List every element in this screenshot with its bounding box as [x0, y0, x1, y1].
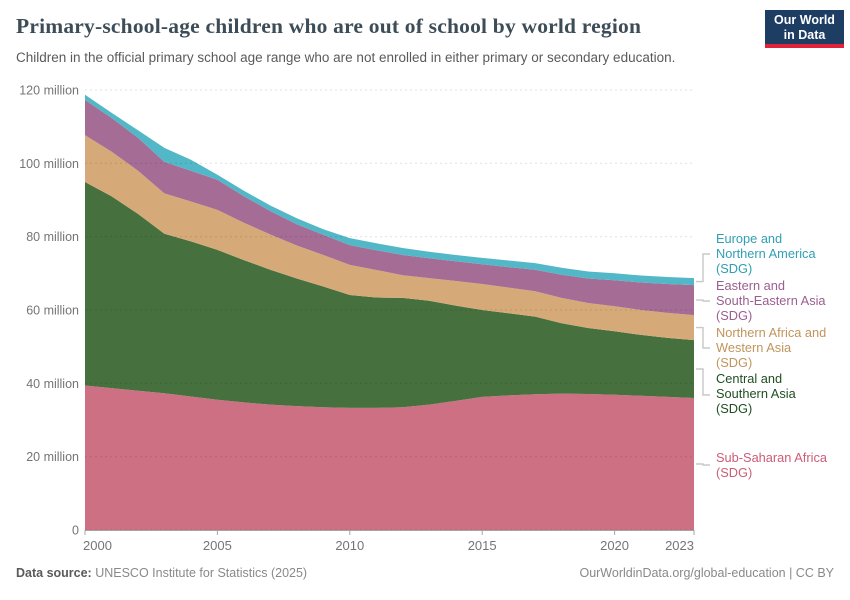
y-tick-label-120: 120 million [19, 84, 79, 98]
area-csa[interactable] [85, 182, 694, 408]
legend-label-esea-line1: Eastern and [716, 278, 785, 293]
legend-label-csa-line1: Central and [716, 371, 782, 386]
area-esea[interactable] [85, 99, 694, 316]
chart-subtitle: Children in the official primary school … [16, 50, 676, 65]
legend-label-ssa-line1: Sub-Saharan Africa [716, 450, 828, 465]
data-source-label: Data source: [16, 566, 92, 580]
y-tick-label-0: 0 [72, 524, 79, 538]
chart-footer: Data source: UNESCO Institute for Statis… [16, 566, 834, 580]
x-tick-label-2023: 2023 [665, 538, 694, 553]
y-tick-label-60: 60 million [26, 304, 79, 318]
legend-label-ena[interactable]: Europe and Northern America (SDG) [716, 231, 816, 276]
x-tick-label-2000: 2000 [83, 538, 112, 553]
page-title: Primary-school-age children who are out … [16, 14, 642, 38]
y-tick-label-40: 40 million [26, 377, 79, 391]
credit-link[interactable]: OurWorldinData.org/global-education | CC… [579, 566, 834, 580]
x-tick-label-2010: 2010 [335, 538, 364, 553]
x-tick-label-2020: 2020 [600, 538, 629, 553]
area-nawa[interactable] [85, 135, 694, 341]
legend-label-nawa-line3: (SDG) [716, 355, 752, 370]
legend-label-ena-line3: (SDG) [716, 261, 752, 276]
legend-label-csa[interactable]: Central and Southern Asia (SDG) [716, 371, 797, 416]
legend-connector-nawa [696, 326, 710, 349]
x-tick-label-2005: 2005 [203, 538, 232, 553]
x-tick-label-2015: 2015 [468, 538, 497, 553]
legend-label-ssa[interactable]: Sub-Saharan Africa (SDG) [716, 450, 828, 480]
data-source: Data source: UNESCO Institute for Statis… [16, 566, 307, 580]
legend-label-nawa-line1: Northern Africa and [716, 325, 826, 340]
legend-connector-esea [696, 299, 710, 302]
legend-label-csa-line2: Southern Asia [716, 386, 797, 401]
y-tick-label-80: 80 million [26, 230, 79, 244]
legend-label-esea[interactable]: Eastern and South-Eastern Asia (SDG) [716, 278, 826, 323]
legend-connector-ssa [696, 463, 710, 466]
owid-logo-line2: in Data [783, 28, 826, 42]
area-ena[interactable] [85, 94, 694, 286]
legend-label-esea-line2: South-Eastern Asia [716, 293, 826, 308]
legend-label-ena-line2: Northern America [716, 246, 816, 261]
owid-logo[interactable]: Our World in Data [765, 10, 844, 48]
legend-label-ssa-line2: (SDG) [716, 465, 752, 480]
legend-label-nawa-line2: Western Asia [716, 340, 792, 355]
legend-connector-csa [696, 368, 710, 396]
legend-label-nawa[interactable]: Northern Africa and Western Asia (SDG) [716, 325, 826, 370]
legend-connector-ena [696, 253, 710, 283]
legend-label-ena-line1: Europe and [716, 231, 782, 246]
data-source-text: UNESCO Institute for Statistics (2025) [91, 566, 308, 580]
y-tick-label-20: 20 million [26, 450, 79, 464]
area-ssa[interactable] [85, 385, 694, 531]
legend-label-esea-line3: (SDG) [716, 308, 752, 323]
owid-logo-line1: Our World [774, 13, 835, 27]
legend-label-csa-line3: (SDG) [716, 401, 752, 416]
y-tick-label-100: 100 million [19, 157, 79, 171]
